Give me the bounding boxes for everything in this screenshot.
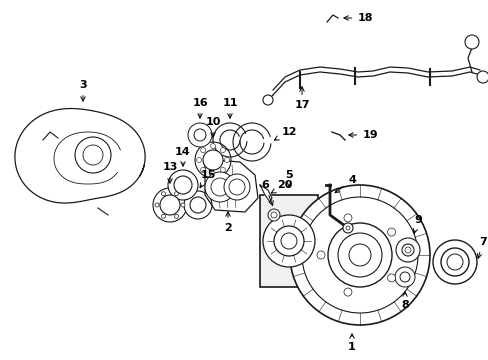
Text: 10: 10 <box>205 117 220 137</box>
Circle shape <box>273 226 304 256</box>
Circle shape <box>263 215 314 267</box>
Circle shape <box>440 248 468 276</box>
Circle shape <box>203 150 223 170</box>
Circle shape <box>153 188 186 222</box>
Circle shape <box>464 35 478 49</box>
Circle shape <box>316 251 325 259</box>
Circle shape <box>220 148 225 153</box>
Circle shape <box>181 203 184 207</box>
Circle shape <box>83 145 103 165</box>
Circle shape <box>75 137 111 173</box>
Text: 6: 6 <box>261 180 273 205</box>
Text: 7: 7 <box>476 237 486 258</box>
Text: 8: 8 <box>400 292 408 310</box>
Circle shape <box>270 212 276 218</box>
Circle shape <box>168 170 198 200</box>
Circle shape <box>387 228 395 236</box>
Text: 18: 18 <box>343 13 372 23</box>
Text: 1: 1 <box>347 334 355 352</box>
Circle shape <box>228 179 244 195</box>
Circle shape <box>210 144 215 149</box>
Text: 19: 19 <box>348 130 377 140</box>
Text: 17: 17 <box>294 87 309 110</box>
Circle shape <box>387 274 395 282</box>
Polygon shape <box>204 160 258 212</box>
Circle shape <box>190 197 205 213</box>
Polygon shape <box>260 185 271 202</box>
Text: 5: 5 <box>285 170 292 186</box>
Circle shape <box>161 192 165 196</box>
Circle shape <box>302 197 417 313</box>
Circle shape <box>224 174 249 200</box>
Circle shape <box>394 267 414 287</box>
Circle shape <box>224 158 229 162</box>
Circle shape <box>174 214 178 218</box>
Circle shape <box>476 71 488 83</box>
Circle shape <box>174 192 178 196</box>
Circle shape <box>337 233 381 277</box>
Circle shape <box>267 209 280 221</box>
Text: 20: 20 <box>271 180 292 193</box>
Circle shape <box>432 240 476 284</box>
Circle shape <box>200 167 205 172</box>
Circle shape <box>343 288 351 296</box>
Text: 16: 16 <box>192 98 207 118</box>
Circle shape <box>196 158 201 162</box>
Circle shape <box>155 203 159 207</box>
Text: 12: 12 <box>274 127 296 140</box>
Circle shape <box>346 226 349 230</box>
Circle shape <box>395 238 419 262</box>
Circle shape <box>343 214 351 222</box>
Circle shape <box>174 176 192 194</box>
Circle shape <box>404 247 410 253</box>
Circle shape <box>289 185 429 325</box>
Circle shape <box>194 129 205 141</box>
Circle shape <box>210 171 215 176</box>
Circle shape <box>263 95 272 105</box>
Text: 11: 11 <box>222 98 237 118</box>
Circle shape <box>161 214 165 218</box>
Text: 13: 13 <box>162 162 177 183</box>
Circle shape <box>187 123 212 147</box>
Circle shape <box>327 223 391 287</box>
Circle shape <box>160 195 180 215</box>
Circle shape <box>348 244 370 266</box>
Text: 15: 15 <box>200 170 215 188</box>
Circle shape <box>195 142 230 178</box>
Circle shape <box>204 172 235 202</box>
Text: 2: 2 <box>224 212 231 233</box>
Circle shape <box>446 254 462 270</box>
Circle shape <box>183 191 212 219</box>
Text: 4: 4 <box>334 175 355 193</box>
Circle shape <box>200 148 205 153</box>
Text: 3: 3 <box>79 80 87 101</box>
Text: 9: 9 <box>412 215 421 233</box>
Circle shape <box>220 167 225 172</box>
Circle shape <box>401 244 413 256</box>
Circle shape <box>342 223 352 233</box>
Circle shape <box>399 272 409 282</box>
Text: 14: 14 <box>175 147 190 166</box>
Circle shape <box>210 178 228 196</box>
Circle shape <box>281 233 296 249</box>
Bar <box>260 195 317 287</box>
